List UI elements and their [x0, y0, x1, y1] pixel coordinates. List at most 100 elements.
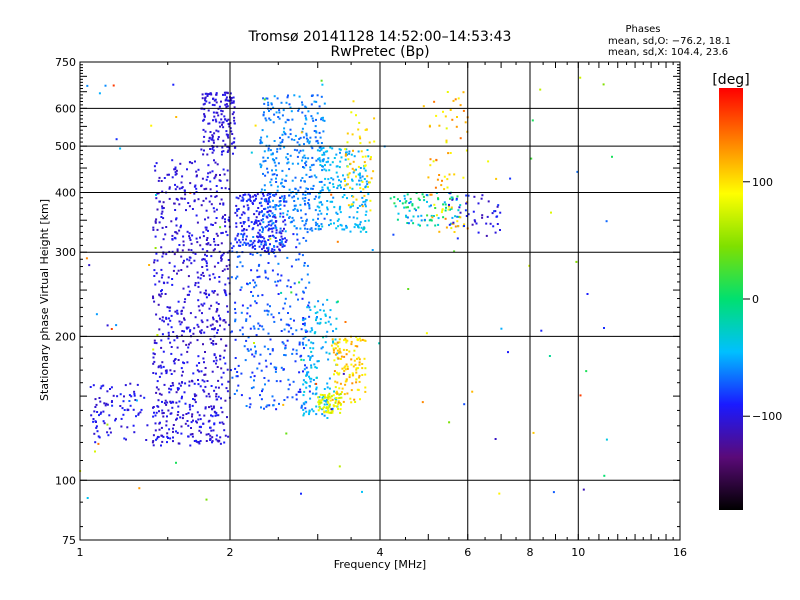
echo-point: [170, 346, 173, 348]
echo-point: [364, 185, 367, 188]
echo-point: [302, 136, 305, 139]
echo-point: [335, 317, 338, 320]
echo-point: [200, 273, 203, 276]
echo-point: [207, 242, 210, 245]
echo-point: [319, 407, 322, 410]
echo-point: [320, 223, 323, 226]
echo-point: [311, 117, 314, 120]
echo-point: [278, 109, 281, 112]
echo-point: [181, 186, 184, 189]
echo-point: [302, 323, 305, 325]
echo-point: [348, 376, 351, 379]
echo-point: [309, 397, 312, 400]
echo-point: [348, 152, 351, 155]
echo-point: [161, 412, 164, 415]
echo-point: [339, 205, 342, 208]
echo-point: [302, 343, 305, 346]
echo-point: [199, 244, 202, 247]
echo-point: [308, 413, 310, 416]
echo-point: [442, 203, 445, 206]
echo-point: [205, 296, 208, 299]
echo-point: [267, 229, 270, 232]
echo-point: [370, 156, 372, 159]
echo-point: [297, 189, 300, 192]
echo-point: [311, 408, 314, 411]
echo-point: [269, 192, 272, 195]
echo-point: [226, 234, 229, 237]
echo-point: [94, 441, 97, 444]
echo-point: [270, 103, 273, 106]
echo-point: [330, 193, 333, 196]
echo-point: [321, 396, 324, 399]
echo-point: [315, 405, 318, 408]
echo-point: [206, 153, 209, 156]
echo-point: [241, 229, 244, 232]
echo-point: [462, 91, 465, 94]
echo-point: [269, 220, 272, 223]
echo-point: [193, 440, 196, 442]
echo-point: [234, 308, 236, 311]
echo-point: [540, 329, 543, 332]
echo-point: [254, 300, 257, 303]
echo-point: [333, 373, 335, 376]
echo-point: [280, 182, 282, 185]
echo-point: [199, 277, 202, 280]
echo-point: [326, 186, 329, 189]
echo-point: [464, 209, 467, 212]
echo-point: [430, 204, 432, 207]
echo-point: [236, 208, 238, 211]
echo-point: [320, 180, 323, 183]
echo-point: [221, 270, 224, 272]
echo-point: [228, 220, 231, 223]
echo-point: [188, 256, 191, 259]
echo-point: [193, 200, 196, 203]
echo-point: [154, 414, 157, 417]
echo-point: [304, 162, 307, 165]
echo-point: [165, 403, 168, 406]
echo-point: [351, 167, 354, 170]
echo-point: [437, 198, 440, 201]
echo-point: [323, 168, 326, 171]
echo-point: [253, 355, 256, 358]
echo-point: [262, 113, 265, 116]
echo-point: [174, 173, 177, 176]
echo-point: [262, 97, 265, 100]
y-tick-label: 75: [62, 534, 76, 547]
echo-point: [354, 345, 357, 347]
echo-point: [234, 211, 237, 214]
echo-point: [265, 198, 268, 201]
echo-point: [212, 342, 215, 345]
echo-point: [262, 246, 265, 249]
echo-point: [288, 188, 291, 191]
echo-point: [166, 435, 169, 438]
echo-point: [116, 395, 119, 398]
echo-point: [175, 231, 178, 234]
echo-point: [278, 312, 281, 315]
echo-point: [267, 262, 270, 264]
echo-point: [408, 209, 411, 212]
echo-point: [272, 121, 275, 124]
echo-point: [332, 178, 335, 181]
echo-point: [420, 219, 423, 222]
echo-point: [315, 382, 318, 385]
echo-point: [167, 276, 170, 279]
echo-point: [202, 153, 205, 156]
echo-point: [232, 152, 234, 155]
echo-point: [585, 370, 588, 373]
echo-point: [343, 393, 346, 396]
echo-point: [211, 436, 214, 439]
echo-point: [364, 386, 367, 389]
echo-point: [318, 149, 321, 152]
echo-point: [202, 140, 205, 143]
echo-point: [181, 330, 184, 332]
echo-point: [172, 430, 174, 433]
echo-point: [266, 171, 269, 174]
echo-point: [338, 401, 341, 404]
echo-point: [312, 119, 315, 122]
echo-point: [312, 342, 315, 345]
echo-point: [347, 176, 350, 179]
echo-point: [233, 119, 236, 122]
echo-point: [281, 178, 284, 181]
echo-point: [155, 252, 158, 255]
colorbar-label: [deg]: [712, 72, 749, 88]
